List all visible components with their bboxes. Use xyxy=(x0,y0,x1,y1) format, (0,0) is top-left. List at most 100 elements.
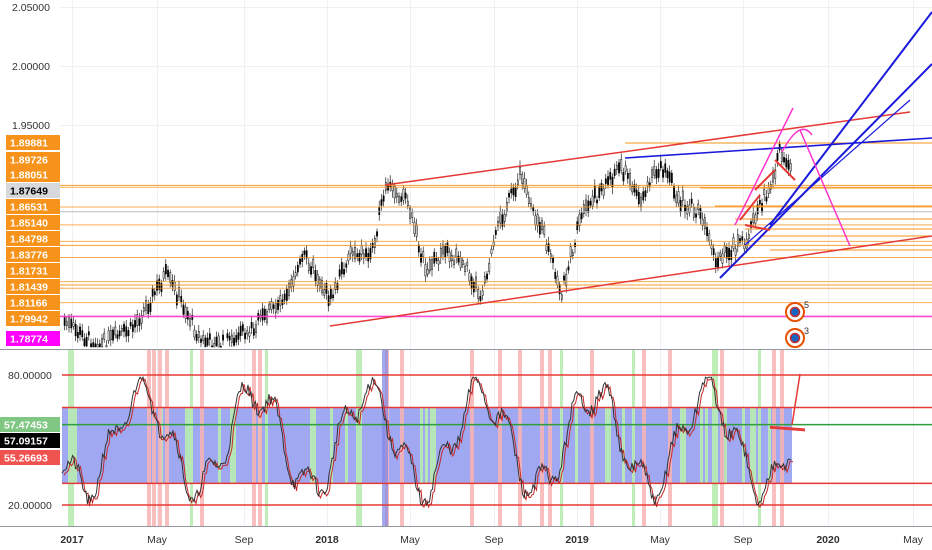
candle-body xyxy=(752,213,755,223)
magenta-arc[interactable] xyxy=(781,128,813,153)
price-badge[interactable]: 1.84798 xyxy=(6,231,60,246)
candle-body xyxy=(763,188,766,196)
candle-body xyxy=(123,323,125,332)
candle-body xyxy=(237,332,240,340)
red-marker[interactable] xyxy=(739,194,761,221)
candle-body xyxy=(712,248,715,256)
osc-red-band xyxy=(252,350,256,526)
osc-red-band xyxy=(720,350,724,526)
candle-body xyxy=(211,345,213,348)
candle-body xyxy=(329,288,332,299)
red-marker[interactable] xyxy=(754,169,776,191)
price-badge[interactable]: 1.81166 xyxy=(6,295,60,310)
blue-channel-lower[interactable] xyxy=(719,63,932,279)
price-badge[interactable]: 1.86531 xyxy=(6,199,60,214)
candle-body xyxy=(340,262,343,275)
candle-body xyxy=(411,211,414,218)
candle-body xyxy=(307,263,310,271)
magenta-falling-line[interactable] xyxy=(799,129,851,247)
time-axis-label: Sep xyxy=(734,534,753,546)
candle-body xyxy=(180,295,183,303)
candle-body xyxy=(288,283,290,296)
osc-green-band xyxy=(712,350,718,526)
candle-body xyxy=(734,248,737,256)
price-badge[interactable]: 1.78774 xyxy=(6,331,60,346)
candle-body xyxy=(756,204,759,215)
candle-body xyxy=(109,330,112,340)
candle-body xyxy=(305,250,308,259)
candle-body xyxy=(378,207,381,215)
candle-body xyxy=(127,330,130,337)
candle-body xyxy=(765,196,768,202)
oscillator-pane[interactable] xyxy=(61,350,932,526)
candle-body xyxy=(345,263,348,268)
candle-body xyxy=(576,221,579,231)
candle-body xyxy=(523,178,526,189)
candle-body xyxy=(637,191,640,205)
price-badge[interactable]: 1.81439 xyxy=(6,279,60,294)
osc-green-band xyxy=(74,407,77,484)
candle-body xyxy=(376,231,378,237)
blue-horizontal-trend[interactable] xyxy=(624,137,932,159)
candle-body xyxy=(703,217,706,230)
candle-body xyxy=(466,262,469,266)
osc-badge[interactable]: 55.26693 xyxy=(0,450,60,465)
blue-channel-mid[interactable] xyxy=(744,99,911,246)
price-badge[interactable]: 1.81731 xyxy=(6,263,60,278)
osc-badge[interactable]: 57.09157 xyxy=(0,433,60,448)
price-badge[interactable]: 1.87649 xyxy=(6,183,60,198)
candle-body xyxy=(147,303,150,314)
time-axis[interactable]: 2017 May Sep 2018 May Sep 2019 May Sep 2020 May xyxy=(60,534,923,546)
candle-body xyxy=(459,256,462,268)
candle-body xyxy=(582,204,585,214)
price-badge-label: 1.88051 xyxy=(10,170,48,182)
osc-red-band xyxy=(772,350,776,526)
upper-channel-line[interactable] xyxy=(384,111,911,186)
osc-red-trend[interactable] xyxy=(769,425,806,430)
magenta-rising-line[interactable] xyxy=(734,107,794,226)
price-badge[interactable]: 1.85140 xyxy=(6,215,60,230)
price-badge[interactable]: 1.89881 xyxy=(6,135,60,150)
osc-green-band xyxy=(605,407,611,484)
candle-body xyxy=(173,281,176,291)
candle-body xyxy=(673,186,675,199)
candle-body xyxy=(134,320,136,328)
price-tick-label: 2.00000 xyxy=(12,61,50,73)
price-pane[interactable]: 53 xyxy=(0,0,932,526)
candle-body xyxy=(472,281,475,293)
candle-body xyxy=(558,284,561,295)
candle-body xyxy=(653,166,656,176)
trend-drawings[interactable] xyxy=(60,11,932,327)
price-badge[interactable]: 1.79942 xyxy=(6,311,60,326)
candle-body xyxy=(503,213,506,222)
red-marker[interactable] xyxy=(744,224,771,231)
candle-body xyxy=(510,188,513,194)
candle-body xyxy=(272,304,275,309)
price-badge[interactable]: 1.89726 xyxy=(6,152,60,167)
osc-green-band xyxy=(632,350,635,526)
osc-purple-band xyxy=(382,350,388,526)
candle-body xyxy=(448,251,451,262)
red-marker[interactable] xyxy=(774,159,796,181)
candle-body xyxy=(668,171,671,183)
candle-body xyxy=(681,190,684,201)
price-badge[interactable]: 1.88051 xyxy=(6,167,60,182)
lower-channel-line[interactable] xyxy=(329,235,932,327)
candle-body xyxy=(301,254,304,262)
price-badge[interactable]: 1.83776 xyxy=(6,247,60,262)
osc-green-band xyxy=(750,407,756,484)
candle-body xyxy=(167,269,169,278)
blue-channel-upper[interactable] xyxy=(769,11,932,226)
candle-body xyxy=(120,327,123,332)
candle-body xyxy=(497,221,499,227)
candle-body xyxy=(455,248,458,258)
scale-labels[interactable]: 2.05000 2.00000 1.95000 1.89881 1.89726 1.880… xyxy=(0,2,60,512)
candle-body xyxy=(136,314,139,326)
osc-red-spike[interactable] xyxy=(791,373,801,425)
osc-green-band xyxy=(330,407,333,484)
candle-body xyxy=(626,172,629,179)
time-axis-label: May xyxy=(147,534,168,546)
osc-badge[interactable]: 57.47453 xyxy=(0,417,60,432)
osc-red-trend[interactable] xyxy=(769,427,806,432)
